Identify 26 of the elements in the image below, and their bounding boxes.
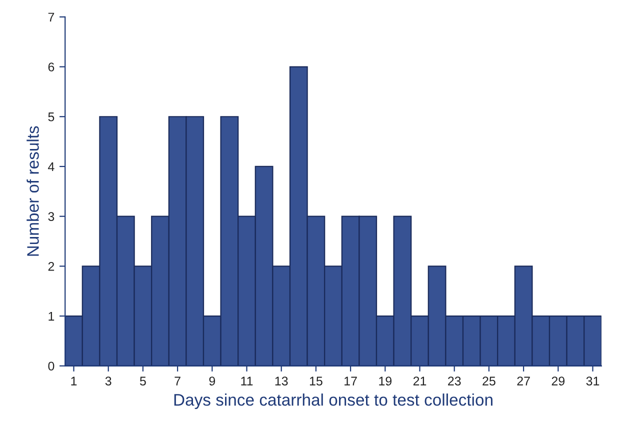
y-tick-label: 7 xyxy=(48,12,54,22)
y-tick-label: 2 xyxy=(48,262,54,271)
y-tick-label: 5 xyxy=(48,112,54,122)
x-tick-label: 17 xyxy=(344,376,357,386)
x-tick-label: 13 xyxy=(275,376,288,386)
x-tick-label: 9 xyxy=(209,376,216,386)
x-tick-label: 25 xyxy=(482,376,496,386)
y-tick-label: 6 xyxy=(48,62,54,72)
x-tick-label: 15 xyxy=(310,376,322,386)
x-tick-label: 29 xyxy=(552,376,565,386)
x-tick-label: 7 xyxy=(174,376,180,386)
x-tick-label: 5 xyxy=(140,376,146,386)
x-tick-label: 21 xyxy=(413,376,426,386)
x-tick-label: 1 xyxy=(71,376,77,386)
x-tick-label: 23 xyxy=(448,376,461,386)
y-tick-label: 0 xyxy=(48,362,54,371)
y-tick-label: 1 xyxy=(48,312,54,321)
y-tick-label: 3 xyxy=(48,212,54,221)
y-tick-label: 4 xyxy=(48,162,54,172)
x-axis-title: Days since catarrhal onset to test collection xyxy=(174,394,492,410)
x-tick-label: 27 xyxy=(517,376,530,386)
x-tick-label: 31 xyxy=(586,376,600,386)
x-tick-label: 11 xyxy=(241,376,253,386)
x-tick-label: 3 xyxy=(105,376,112,386)
x-tick-label: 19 xyxy=(379,376,392,386)
y-axis-title: Number of results xyxy=(26,126,39,256)
